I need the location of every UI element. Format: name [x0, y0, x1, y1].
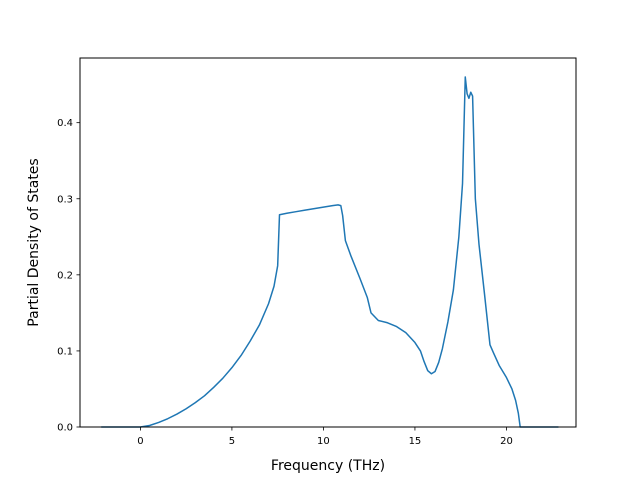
y-tick-label: 0.2 — [57, 270, 73, 281]
y-tick-label: 0.0 — [57, 423, 73, 434]
series-layer — [101, 76, 559, 428]
y-axis-ticks: 0.0 0.1 0.2 0.3 0.4 — [57, 118, 80, 434]
y-tick-label: 0.4 — [57, 118, 73, 129]
y-tick-label: 0.1 — [57, 346, 73, 357]
x-tick-label: 0 — [137, 436, 143, 447]
x-tick-label: 10 — [317, 436, 330, 447]
x-tick-label: 15 — [409, 436, 422, 447]
y-tick-label: 0.3 — [57, 194, 73, 205]
x-tick-label: 20 — [500, 436, 513, 447]
plot-frame — [79, 57, 577, 428]
plot-area — [79, 57, 577, 428]
x-axis-label: Frequency (THz) — [271, 458, 385, 474]
x-axis-ticks: 0 5 10 15 20 — [137, 427, 513, 447]
y-axis-label: Partial Density of States — [26, 158, 42, 326]
series-line-0 — [101, 76, 559, 428]
x-tick-label: 5 — [229, 436, 235, 447]
